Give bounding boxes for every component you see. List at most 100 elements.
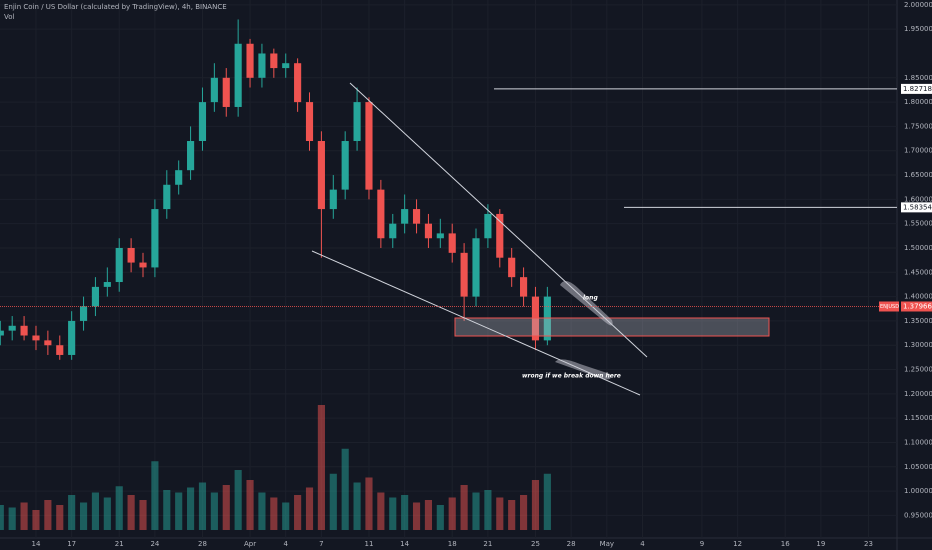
- candle-body: [484, 213, 492, 239]
- y-tick-label: 1.75000000: [904, 122, 932, 130]
- volume-bar: [68, 495, 76, 530]
- volume-bar: [44, 500, 52, 530]
- annotation: long: [583, 295, 598, 302]
- candle-body: [282, 63, 290, 69]
- candle-body: [139, 262, 147, 268]
- volume-pane: [0, 405, 551, 530]
- volume-bar: [151, 461, 159, 530]
- volume-bar: [448, 497, 456, 530]
- x-tick-label: 17: [67, 540, 76, 548]
- x-tick-label: May: [600, 540, 614, 548]
- volume-bar: [139, 500, 147, 530]
- volume-bar: [258, 492, 266, 530]
- volume-bar: [246, 480, 254, 530]
- volume-bar: [163, 490, 171, 530]
- volume-bar: [401, 495, 409, 530]
- volume-bar: [20, 502, 28, 530]
- volume-bar: [127, 495, 135, 530]
- arrow-long: [560, 281, 613, 326]
- x-tick-label: 9: [700, 540, 704, 548]
- y-tick-label: 0.95000000: [904, 511, 932, 519]
- candle-body: [56, 345, 64, 355]
- candle-body: [341, 141, 349, 190]
- price-label: 1.3796640: [903, 302, 932, 310]
- volume-bar: [79, 502, 88, 530]
- axes: 2.00000000 1.95000000 1.85000000 1.80000000…: [32, 1, 932, 548]
- volume-bar: [496, 497, 504, 530]
- x-tick-label: 14: [400, 540, 409, 548]
- volume-bar: [282, 502, 290, 530]
- volume-bar: [294, 495, 302, 530]
- candle-body: [317, 141, 325, 210]
- candle-body: [234, 43, 242, 107]
- volume-bar: [460, 485, 468, 530]
- y-tick-label: 1.10000000: [904, 438, 932, 446]
- x-tick-label: 7: [319, 540, 323, 548]
- volume-bar: [175, 492, 183, 530]
- y-tick-label: 1.20000000: [904, 390, 932, 398]
- volume-bar: [424, 500, 433, 530]
- candle-body: [258, 53, 266, 78]
- y-tick-label: 2.00000000: [904, 1, 932, 9]
- volume-bar: [305, 487, 314, 530]
- annotation: wrong if we break down here: [522, 373, 621, 380]
- candle-body: [365, 102, 373, 190]
- x-tick-label: 21: [483, 540, 492, 548]
- x-tick-label: Apr: [244, 540, 256, 548]
- candle-body: [32, 335, 40, 341]
- x-tick-label: 11: [365, 540, 374, 548]
- candle-body: [270, 53, 278, 69]
- x-tick-label: 16: [781, 540, 790, 548]
- chart-title: Enjin Coin / US Dollar (calculated by Tr…: [4, 3, 227, 11]
- volume-bar: [32, 510, 40, 530]
- candle-body: [377, 189, 385, 239]
- candle-body: [187, 141, 195, 171]
- candle-body: [520, 277, 528, 297]
- candle-body: [127, 247, 135, 263]
- candle-body: [20, 325, 28, 336]
- x-tick-label: 4: [640, 540, 645, 548]
- candle-body: [68, 320, 76, 355]
- y-tick-label: 1.00000000: [904, 487, 932, 495]
- candle-body: [448, 233, 456, 253]
- support-zone: [454, 317, 770, 337]
- candle-body: [508, 257, 516, 278]
- volume-bar: [436, 505, 444, 530]
- y-tick-label: 1.30000000: [904, 341, 932, 349]
- volume-bar: [377, 492, 385, 530]
- candle-body: [353, 102, 361, 142]
- level-badge: [901, 83, 932, 94]
- y-tick-label: 1.40000000: [904, 293, 932, 301]
- candle-body: [329, 189, 337, 210]
- candle-body: [115, 247, 123, 283]
- volume-bar: [484, 490, 492, 530]
- volume-bar: [365, 477, 373, 530]
- x-tick-label: 23: [864, 540, 873, 548]
- volume-bar: [222, 485, 230, 530]
- candle-body: [412, 209, 421, 224]
- candle-body: [436, 233, 444, 239]
- level-label: 1.82718554: [903, 85, 932, 93]
- volume-bar: [329, 473, 337, 530]
- candle-body: [460, 252, 468, 297]
- price-badge: [901, 301, 932, 312]
- volume-bar: [234, 470, 242, 530]
- volume-bar: [103, 497, 111, 530]
- y-tick-label: 1.35000000: [904, 317, 932, 325]
- candle-body: [222, 77, 230, 107]
- x-tick-label: 25: [531, 540, 540, 548]
- volume-bar: [210, 492, 218, 530]
- volume-bar: [115, 486, 123, 530]
- volume-bar: [0, 505, 4, 530]
- volume-bar: [91, 492, 100, 530]
- x-tick-label: 28: [567, 540, 576, 548]
- x-tick-label: 24: [150, 540, 159, 548]
- y-tick-label: 1.85000000: [904, 74, 932, 82]
- volume-label: Vol: [4, 13, 15, 21]
- candle-body: [472, 238, 480, 297]
- candle-body: [305, 102, 314, 142]
- candle-body: [8, 325, 16, 331]
- y-tick-label: 1.60000000: [904, 195, 932, 203]
- candle-body: [294, 63, 302, 103]
